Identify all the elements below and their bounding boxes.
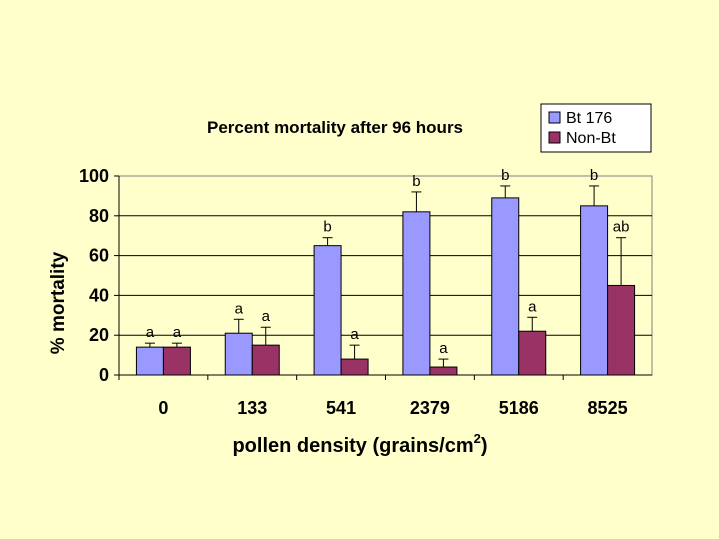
x-tick-label: 541 bbox=[326, 398, 356, 418]
legend-swatch bbox=[548, 131, 561, 144]
significance-letter: b bbox=[323, 219, 331, 236]
significance-letter: a bbox=[350, 326, 359, 343]
significance-letter: b bbox=[590, 167, 598, 184]
y-tick-label: 100 bbox=[79, 166, 109, 186]
bar-nonbt bbox=[429, 366, 458, 376]
legend: Bt 176 Non-Bt bbox=[540, 103, 652, 153]
significance-letter: a bbox=[173, 324, 182, 341]
bar-bt176 bbox=[313, 245, 342, 376]
x-tick-label: 133 bbox=[237, 398, 267, 418]
bar-bt176 bbox=[580, 205, 609, 376]
bar-nonbt bbox=[607, 284, 636, 376]
plot-area bbox=[118, 175, 653, 376]
y-tick-label: 60 bbox=[89, 246, 109, 266]
y-tick-label: 80 bbox=[89, 206, 109, 226]
bar-nonbt bbox=[340, 358, 369, 376]
axes bbox=[114, 175, 652, 380]
x-tick-label: 0 bbox=[158, 398, 168, 418]
bar-bt176 bbox=[224, 332, 253, 376]
x-tick-labels: 0 133 541 2379 5186 8525 bbox=[158, 398, 627, 418]
significance-letter: a bbox=[146, 324, 155, 341]
significance-letter: a bbox=[439, 340, 448, 357]
y-axis-label: % mortality bbox=[48, 251, 69, 354]
bars bbox=[135, 185, 636, 376]
y-tick-labels: 0 20 40 60 80 100 bbox=[79, 166, 109, 385]
gridlines bbox=[118, 175, 653, 376]
significance-letter: a bbox=[262, 308, 271, 325]
significance-letter: b bbox=[412, 173, 420, 190]
x-axis-label: pollen density (grains/cm2) bbox=[232, 431, 487, 457]
chart-title: Percent mortality after 96 hours bbox=[207, 118, 463, 137]
bar-bt176 bbox=[135, 346, 164, 376]
bar-bt176 bbox=[491, 197, 520, 376]
x-tick-label: 8525 bbox=[588, 398, 628, 418]
significance-letter: ab bbox=[613, 219, 630, 236]
legend-label: Bt 176 bbox=[566, 110, 612, 127]
y-tick-label: 40 bbox=[89, 285, 109, 305]
bar-nonbt bbox=[162, 346, 191, 376]
bar-bt176 bbox=[402, 211, 431, 376]
y-tick-label: 0 bbox=[99, 365, 109, 385]
bar-nonbt bbox=[518, 330, 547, 376]
legend-label: Non-Bt bbox=[566, 130, 616, 147]
significance-letter: a bbox=[528, 298, 537, 315]
x-tick-label: 5186 bbox=[499, 398, 539, 418]
significance-letter: a bbox=[235, 300, 244, 317]
bar-nonbt bbox=[251, 344, 280, 376]
x-tick-label: 2379 bbox=[410, 398, 450, 418]
significance-letter: b bbox=[501, 167, 509, 184]
legend-swatch bbox=[548, 111, 561, 124]
y-tick-label: 20 bbox=[89, 325, 109, 345]
